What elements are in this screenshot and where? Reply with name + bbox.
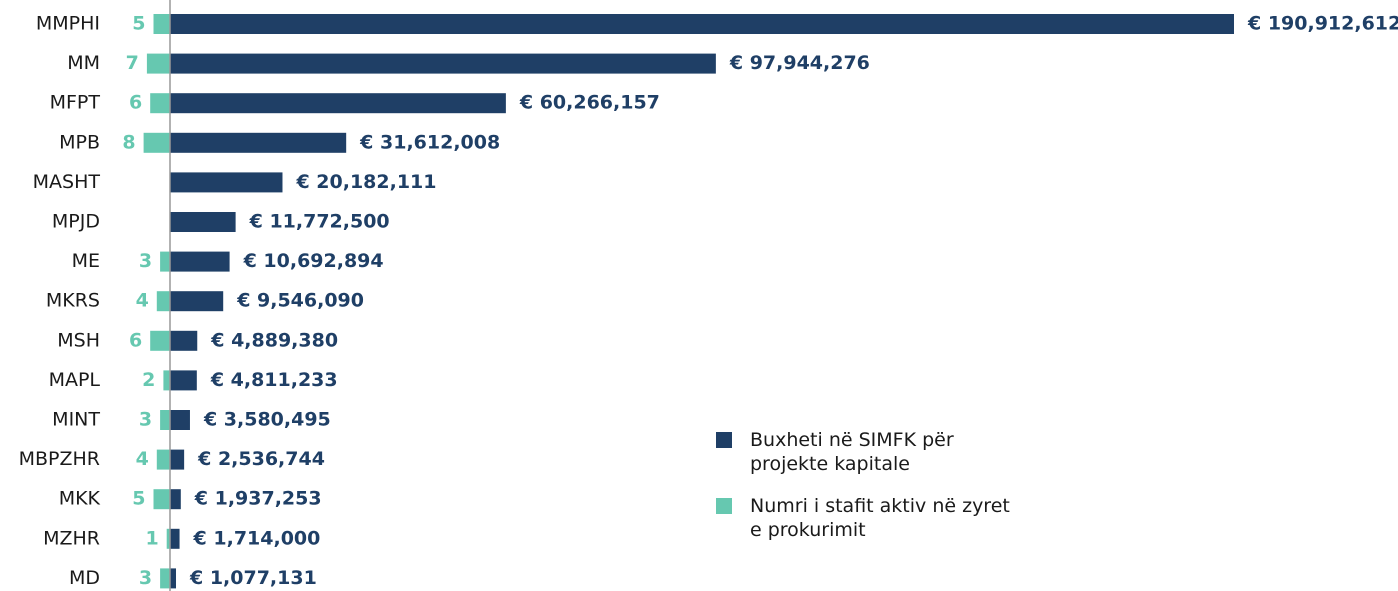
staff-bar [160,251,170,272]
staff-bar [166,528,170,549]
budget-label: € 11,772,500 [249,211,390,233]
legend-label: Buxheti në SIMFK për projekte kapitale [750,429,954,475]
budget-label: € 4,811,233 [210,369,338,391]
staff-bar [156,449,170,470]
category-label: MKRS [46,290,100,312]
staff-label: 3 [139,250,152,272]
budget-label: € 1,714,000 [193,527,321,549]
staff-bar [160,568,170,589]
budget-bar [170,132,347,153]
staff-bar [143,132,170,153]
staff-label: 3 [139,409,152,431]
budget-label: € 20,182,111 [295,171,436,193]
staff-label: 8 [122,131,135,153]
category-label: MBPZHR [19,448,100,470]
staff-label: 6 [129,92,142,114]
staff-label: 5 [132,488,145,510]
budget-bar [170,93,506,114]
budget-label: € 4,889,380 [210,329,338,351]
staff-label: 6 [129,329,142,351]
legend-swatch [716,498,732,514]
category-label: MPJD [52,211,100,233]
budget-bar [170,212,236,232]
category-label: MASHT [33,171,101,193]
budget-bar [170,291,224,312]
staff-label: 4 [136,290,149,312]
staff-label: 1 [145,527,158,549]
budget-bar [170,251,230,272]
category-label: MKK [59,488,101,510]
category-label: MPB [59,131,100,153]
budget-label: € 1,937,253 [194,488,322,510]
budget-label: € 2,536,744 [197,448,325,470]
staff-label: 3 [139,567,152,589]
budget-bar [170,410,190,430]
staff-bar [153,489,170,510]
legend-label: Numri i stafit aktiv në zyret e prokurim… [750,495,1010,541]
budget-label: € 3,580,495 [203,409,331,431]
staff-bar [156,291,170,312]
staff-label: 7 [126,52,139,74]
budget-label: € 31,612,008 [359,131,500,153]
budget-bar [170,568,177,589]
category-label: MMPHI [36,13,100,35]
legend: Buxheti në SIMFK për projekte kapitale N… [716,428,1016,560]
staff-bar [153,14,170,34]
budget-bar [170,172,283,193]
budget-bar [170,53,716,74]
legend-item: Numri i stafit aktiv në zyret e prokurim… [716,494,1016,542]
staff-label: 5 [132,13,145,35]
staff-bar [150,93,170,114]
category-label: MSH [57,329,100,351]
budget-bar [170,449,185,470]
category-label: MAPL [49,369,101,391]
budget-bar [170,489,181,510]
budget-bar [170,14,1234,34]
legend-item: Buxheti në SIMFK për projekte kapitale [716,428,1016,476]
category-label: MINT [52,409,100,431]
category-label: ME [72,250,100,272]
category-label: MZHR [43,527,100,549]
budget-label: € 1,077,131 [189,567,317,589]
staff-bar [150,330,170,351]
category-label: MD [69,567,100,589]
budget-label: € 60,266,157 [519,92,660,114]
staff-bar [163,370,170,391]
category-label: MM [67,52,100,74]
staff-label: 2 [142,369,155,391]
budget-bar [170,330,198,351]
budget-bar [170,370,197,391]
staff-label: 4 [136,448,149,470]
budget-label: € 190,912,612 [1247,13,1398,35]
budget-bar [170,528,180,549]
category-label: MFPT [50,92,101,114]
staff-bar [146,53,170,74]
budget-label: € 10,692,894 [243,250,384,272]
budget-label: € 97,944,276 [729,52,870,74]
budget-label: € 9,546,090 [236,290,364,312]
staff-bar [160,410,170,430]
legend-swatch [716,432,732,448]
